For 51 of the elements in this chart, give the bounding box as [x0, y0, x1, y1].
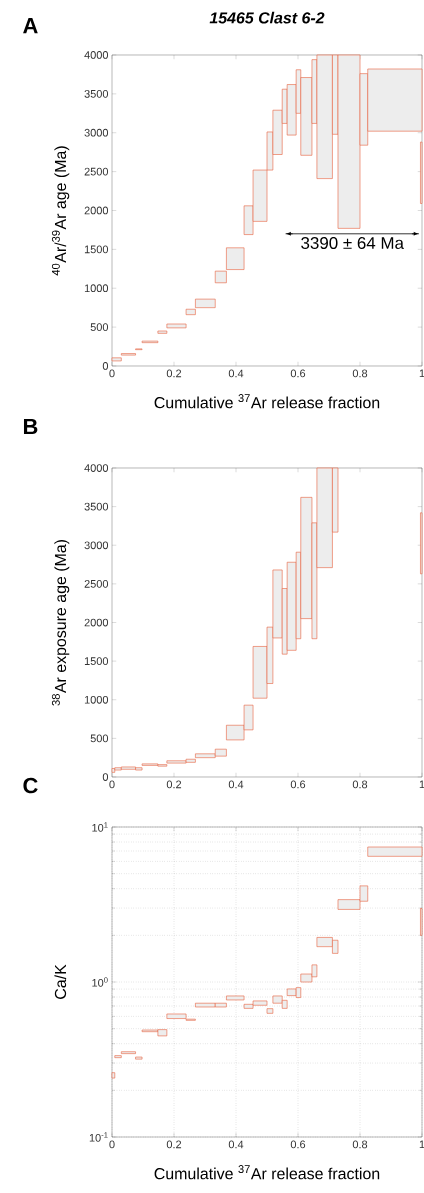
x-tick-label: 0.4: [228, 369, 244, 378]
y-tick-label: 500: [90, 734, 109, 743]
bar: [157, 330, 168, 334]
y-tick-label: 2000: [84, 206, 109, 215]
text: C: [23, 777, 38, 794]
x-tick-label: 0.8: [352, 1140, 368, 1149]
x-tick-label: 0: [109, 1140, 115, 1149]
y-axis-title: Ca/K: [54, 964, 67, 999]
chart-title: 15465 Clast 6-2: [209, 11, 325, 24]
x-tick-label: 0.2: [166, 1140, 182, 1149]
y-tick-label: 10$^{1}$: [92, 822, 108, 832]
x-tick-label: 0.2: [166, 369, 182, 378]
y-tick-label: 4000: [84, 51, 109, 59]
y-tick-label: 4000: [84, 464, 109, 472]
x-tick-label: 1: [419, 369, 424, 378]
y-tick-label: 2000: [84, 618, 109, 627]
x-tick-label: 0.6: [290, 780, 306, 789]
x-tick-label: 0.4: [228, 1140, 244, 1149]
y-tick-label: 3500: [84, 90, 109, 98]
y-tick-label: 10$^{-1}$: [89, 1132, 108, 1142]
x-tick-label: 0.6: [290, 369, 306, 378]
annotation: 3390 ± 64 Ma: [301, 237, 404, 250]
y-tick-label: 1000: [84, 284, 109, 293]
y-axis-title: $^{38}$Ar exposure age (Ma): [51, 539, 70, 706]
x-axis-title: Cumulative $^{37}$Ar release fraction: [154, 394, 380, 409]
y-tick-label: 2500: [84, 580, 109, 588]
y-tick-label: 3500: [84, 502, 109, 511]
y-tick-label: 10$^{0}$: [92, 977, 108, 987]
y-tick-label: 0: [102, 362, 109, 370]
x-tick-label: 1: [419, 780, 424, 789]
text: A: [23, 18, 38, 34]
y-tick-label: 3000: [84, 541, 109, 550]
y-tick-label: 2500: [84, 167, 109, 176]
bar: [286, 988, 297, 996]
x-tick-label: 0.8: [352, 780, 368, 789]
x-tick-label: 0.4: [228, 780, 244, 789]
x-axis-title: Cumulative $^{37}$Ar release fraction: [154, 1165, 380, 1180]
y-tick-label: 0: [102, 773, 109, 781]
x-tick-label: 0.2: [166, 780, 182, 789]
x-tick-label: 0: [109, 369, 115, 378]
x-tick-label: 1: [419, 1140, 424, 1149]
x-tick-label: 0.8: [352, 369, 368, 378]
y-tick-label: 1500: [84, 657, 109, 665]
y-axis-title: $^{40}$Ar/$^{39}$Ar age (Ma): [51, 146, 70, 276]
text: B: [23, 418, 38, 435]
y-tick-label: 500: [90, 323, 109, 331]
x-tick-label: 0: [109, 780, 115, 789]
x-tick-label: 0.6: [290, 1140, 306, 1149]
y-tick-label: 1500: [84, 245, 109, 254]
y-tick-label: 3000: [84, 128, 109, 137]
y-tick-label: 1000: [84, 695, 109, 704]
